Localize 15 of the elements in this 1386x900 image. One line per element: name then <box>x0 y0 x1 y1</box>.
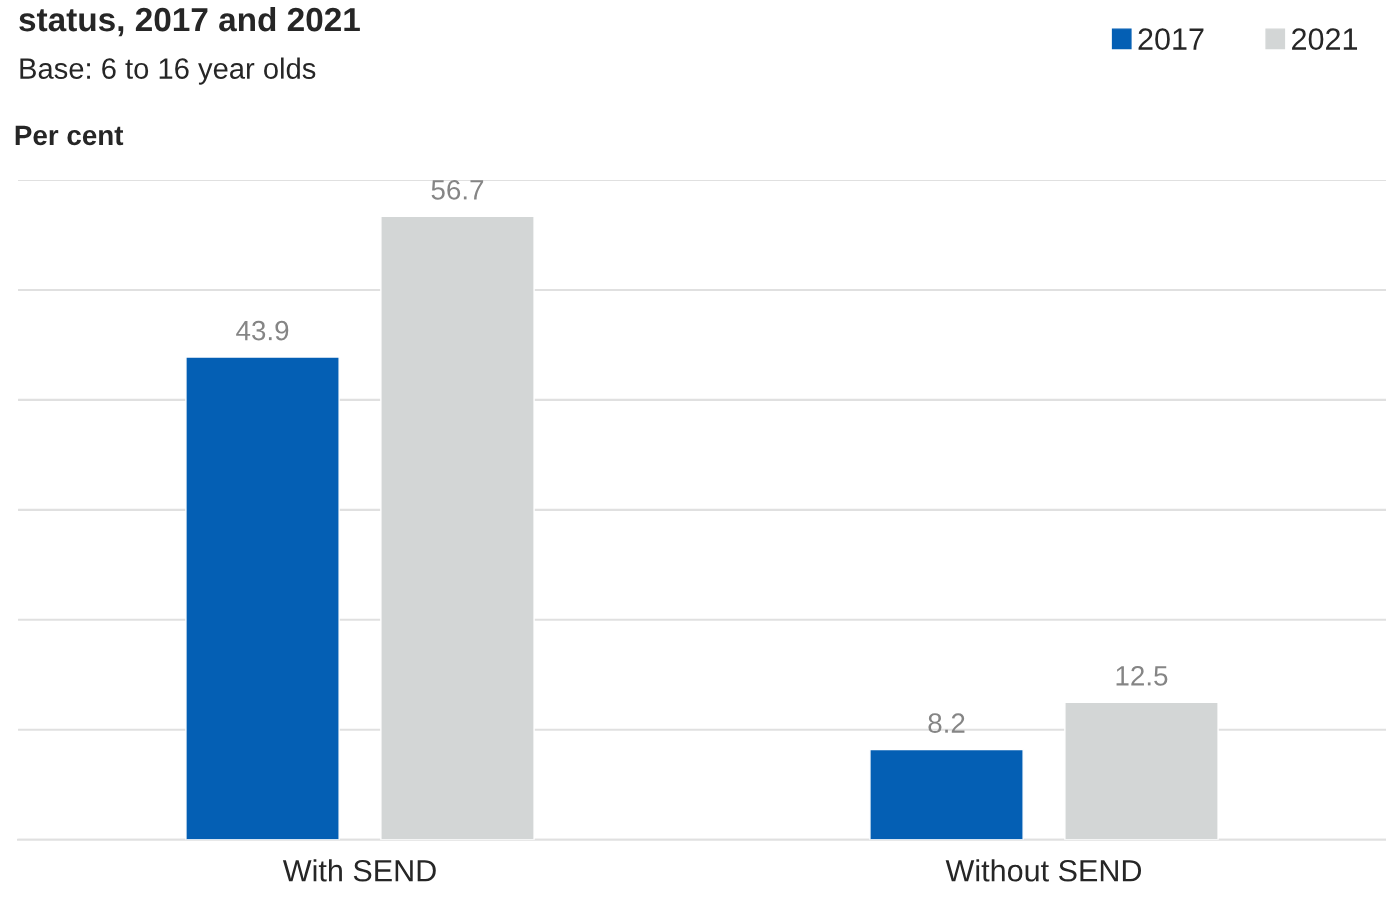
data-label: 56.7 <box>431 180 484 200</box>
data-label: 8.2 <box>928 713 965 733</box>
x-tick-label: With SEND <box>282 859 436 882</box>
legend-label: 2021 <box>1292 28 1358 50</box>
y-axis-title: Per cent <box>15 125 124 146</box>
bar <box>185 356 340 840</box>
bar <box>380 215 535 840</box>
data-label: 12.5 <box>1116 665 1168 686</box>
legend-label: 2017 <box>1138 28 1204 50</box>
bar <box>1064 701 1219 840</box>
bar <box>869 748 1024 840</box>
data-label: 43.9 <box>236 320 289 341</box>
chart-title: status, 2017 and 2021 <box>19 6 360 37</box>
chart-subtitle: Base: 6 to 16 year olds <box>20 57 316 85</box>
x-tick-label: Without SEND <box>945 859 1142 882</box>
